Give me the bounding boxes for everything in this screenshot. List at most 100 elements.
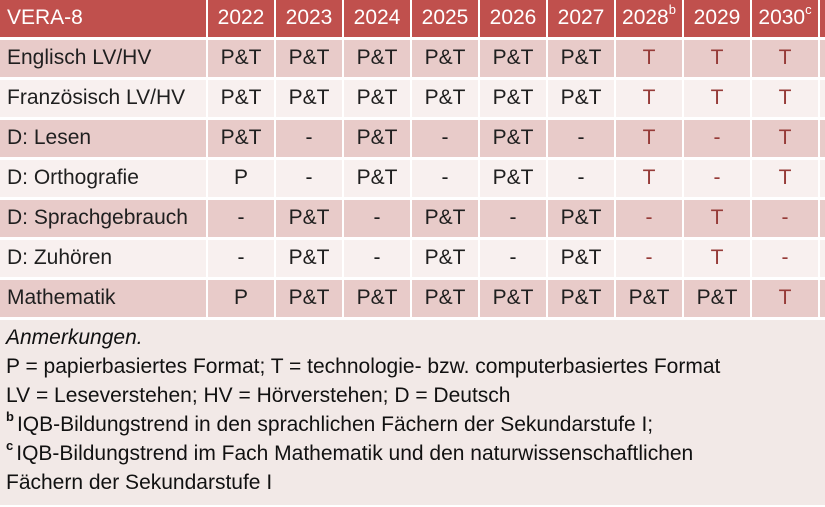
cell-2027: -: [547, 158, 616, 200]
cell-2029: P&T: [683, 278, 752, 320]
year-header-2024: 2024: [343, 0, 412, 40]
cell-2024: -: [343, 198, 412, 240]
cell-2025: P&T: [411, 238, 480, 280]
row-label: D: Lesen: [0, 118, 208, 160]
cell-2024: P&T: [343, 158, 412, 200]
cell-2023: -: [275, 118, 344, 160]
note-line: c IQB-Bildungstrend im Fach Mathematik un…: [6, 437, 694, 465]
cell-2025: P&T: [411, 78, 480, 120]
cell-2026: P&T: [479, 78, 548, 120]
cell-2023: P&T: [275, 198, 344, 240]
cell-2025: -: [411, 118, 480, 160]
cropped-column-cell: [819, 278, 825, 320]
row-label: D: Orthografie: [0, 158, 208, 200]
table-row: D: Orthografie P - P&T - P&T - T - T: [0, 158, 825, 200]
table-row: Mathematik P P&T P&T P&T P&T P&T P&T P&T T: [0, 278, 825, 320]
row-label: Mathematik: [0, 278, 208, 320]
cell-2027: -: [547, 118, 616, 160]
cell-2029: -: [683, 158, 752, 200]
cell-2029: T: [683, 38, 752, 80]
cell-2027: P&T: [547, 238, 616, 280]
cell-2023: P&T: [275, 78, 344, 120]
cell-2026: -: [479, 238, 548, 280]
cell-2027: P&T: [547, 278, 616, 320]
table-header: VERA-8 2022 2023 2024 2025 2026 2027 2028b 2029…: [0, 0, 825, 40]
year-header-2023: 2023: [275, 0, 344, 40]
cell-2024: -: [343, 238, 412, 280]
cell-2028: -: [615, 198, 684, 240]
cell-2028: T: [615, 38, 684, 80]
cropped-column-cell: [819, 118, 825, 160]
cell-2022: -: [207, 238, 276, 280]
note-line: Anmerkungen.: [6, 325, 143, 349]
header-row: VERA-8 2022 2023 2024 2025 2026 2027 2028b 2029…: [0, 0, 825, 40]
year-header-2022: 2022: [207, 0, 276, 40]
cell-2026: P&T: [479, 38, 548, 80]
table-row: D: Sprachgebrauch - P&T - P&T - P&T - T -: [0, 198, 825, 240]
row-label: D: Sprachgebrauch: [0, 198, 208, 240]
cell-2024: P&T: [343, 78, 412, 120]
cell-2023: -: [275, 158, 344, 200]
footnote-marker-c: c: [6, 437, 14, 453]
cell-2027: P&T: [547, 38, 616, 80]
cell-2029: T: [683, 198, 752, 240]
note-line: LV = Leseverstehen; HV = Hörverstehen; D…: [6, 383, 511, 407]
year-header-2029: 2029: [683, 0, 752, 40]
note-line: Fächern der Sekundarstufe I: [6, 470, 273, 494]
cell-2028: T: [615, 78, 684, 120]
cell-2023: P&T: [275, 38, 344, 80]
cell-2024: P&T: [343, 38, 412, 80]
cell-2028: T: [615, 158, 684, 200]
cell-2026: P&T: [479, 158, 548, 200]
cell-2027: P&T: [547, 198, 616, 240]
table-row: D: Zuhören - P&T - P&T - P&T - T -: [0, 238, 825, 280]
cropped-column-cell: [819, 238, 825, 280]
vera8-table: VERA-8 2022 2023 2024 2025 2026 2027 2028b 2029…: [0, 0, 825, 320]
cell-2025: -: [411, 158, 480, 200]
table-body: Englisch LV/HV P&T P&T P&T P&T P&T P&T T T T Franz…: [0, 38, 825, 320]
cell-2030: T: [751, 158, 820, 200]
cell-2022: P&T: [207, 78, 276, 120]
cell-2022: P: [207, 158, 276, 200]
cell-2025: P&T: [411, 278, 480, 320]
row-label: Englisch LV/HV: [0, 38, 208, 80]
cell-2029: T: [683, 78, 752, 120]
note-line: b IQB-Bildungstrend in den sprachlichen F…: [6, 408, 654, 436]
cell-2028: P&T: [615, 278, 684, 320]
cell-2023: P&T: [275, 238, 344, 280]
notes-section: Anmerkungen. P = papierbasiertes Format; …: [0, 319, 825, 505]
footnote-marker-b: b: [668, 2, 676, 18]
footnote-marker-c: c: [805, 2, 812, 18]
cell-2030: -: [751, 198, 820, 240]
year-header-2026: 2026: [479, 0, 548, 40]
table-row: D: Lesen P&T - P&T - P&T - T - T: [0, 118, 825, 160]
cell-2030: T: [751, 38, 820, 80]
row-label: D: Zuhören: [0, 238, 208, 280]
cell-2022: P&T: [207, 38, 276, 80]
cell-2025: P&T: [411, 38, 480, 80]
year-header-2030: 2030c: [751, 0, 820, 40]
cell-2030: T: [751, 118, 820, 160]
year-header-2027: 2027: [547, 0, 616, 40]
note-line: P = papierbasiertes Format; T = technolo…: [6, 354, 721, 378]
table-title: VERA-8: [0, 0, 208, 40]
cropped-column-cell: [819, 78, 825, 120]
cell-2028: -: [615, 238, 684, 280]
cell-2027: P&T: [547, 78, 616, 120]
footnote-marker-b: b: [6, 408, 14, 424]
cell-2025: P&T: [411, 198, 480, 240]
cell-2026: -: [479, 198, 548, 240]
cell-2026: P&T: [479, 278, 548, 320]
cropped-column-cell: [819, 158, 825, 200]
cropped-column-cell: [819, 198, 825, 240]
cell-2022: P: [207, 278, 276, 320]
cell-2029: T: [683, 238, 752, 280]
cell-2030: -: [751, 238, 820, 280]
row-label: Französisch LV/HV: [0, 78, 208, 120]
table-row: Französisch LV/HV P&T P&T P&T P&T P&T P&T T T T: [0, 78, 825, 120]
cell-2023: P&T: [275, 278, 344, 320]
cell-2024: P&T: [343, 278, 412, 320]
cell-2028: T: [615, 118, 684, 160]
year-header-2028: 2028b: [615, 0, 684, 40]
